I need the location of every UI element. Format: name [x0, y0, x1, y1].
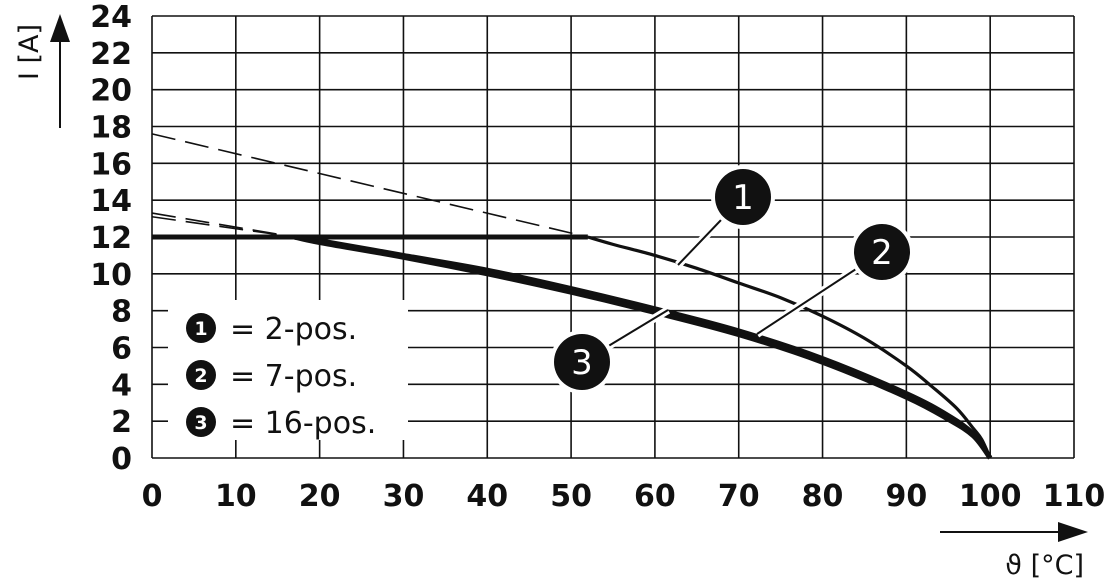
x-tick-labels: 0 10 20 30 40 50 60 70 80 90 100 110 [142, 479, 1104, 514]
callout-1-circle [715, 169, 771, 225]
x-tick-label: 30 [383, 479, 425, 514]
legend-marker-3 [186, 407, 216, 437]
y-axis-arrowhead [50, 14, 70, 42]
x-axis-title-group: ϑ [°C] [940, 522, 1088, 581]
y-tick-label: 2 [111, 405, 132, 440]
x-tick-label: 10 [215, 479, 257, 514]
series-1-line [587, 235, 992, 459]
callout-2-label: 2 [871, 233, 893, 273]
series-1-dashed [151, 133, 589, 238]
legend-entry-text: = 16-pos. [230, 406, 376, 441]
y-tick-label: 4 [111, 368, 132, 403]
y-tick-label: 0 [111, 442, 132, 477]
y-tick-label: 12 [90, 221, 132, 256]
y-axis-title-group: I [A] [14, 14, 70, 128]
y-tick-label: 16 [90, 147, 132, 182]
x-tick-label: 80 [802, 479, 844, 514]
y-tick-label: 6 [111, 332, 132, 367]
legend-marker-label: 1 [194, 318, 207, 340]
x-tick-label: 40 [466, 479, 508, 514]
legend-entry-text: = 2-pos. [230, 312, 357, 347]
x-tick-label: 20 [299, 479, 341, 514]
callout-3-circle [554, 334, 610, 390]
legend-marker-2 [186, 360, 216, 390]
y-tick-label: 10 [90, 258, 132, 293]
y-tick-label: 18 [90, 111, 132, 146]
legend-marker-label: 3 [194, 412, 207, 434]
y-tick-label: 8 [111, 295, 132, 330]
callout-3-label: 3 [571, 343, 593, 383]
legend-marker-label: 2 [194, 365, 207, 387]
x-tick-label: 0 [142, 479, 163, 514]
grid [151, 15, 1075, 459]
y-tick-label: 20 [90, 74, 132, 109]
curves [152, 234, 993, 460]
series-3-line [293, 234, 993, 460]
x-tick-label: 50 [550, 479, 592, 514]
y-tick-label: 24 [90, 0, 132, 35]
x-tick-label: 90 [885, 479, 927, 514]
x-tick-label: 110 [1043, 479, 1104, 514]
y-tick-label: 14 [90, 184, 132, 219]
callout-2-circle [854, 224, 910, 280]
x-tick-label: 70 [718, 479, 760, 514]
series-3-dashed [151, 215, 295, 238]
legend-marker-1 [186, 313, 216, 343]
y-tick-label: 22 [90, 37, 132, 72]
x-tick-label: 100 [959, 479, 1022, 514]
legend: 1 = 2-pos. 2 = 7-pos. 3 = 16-pos. [168, 300, 408, 441]
x-axis-arrowhead [1058, 522, 1088, 542]
x-tick-label: 60 [634, 479, 676, 514]
y-axis-title: I [A] [14, 24, 45, 80]
legend-entry-text: = 7-pos. [230, 359, 357, 394]
callouts: 1 2 3 [550, 165, 914, 394]
x-axis-title: ϑ [°C] [1005, 550, 1084, 581]
callout-1-label: 1 [732, 178, 754, 218]
dashed-extrapolations [151, 133, 589, 238]
